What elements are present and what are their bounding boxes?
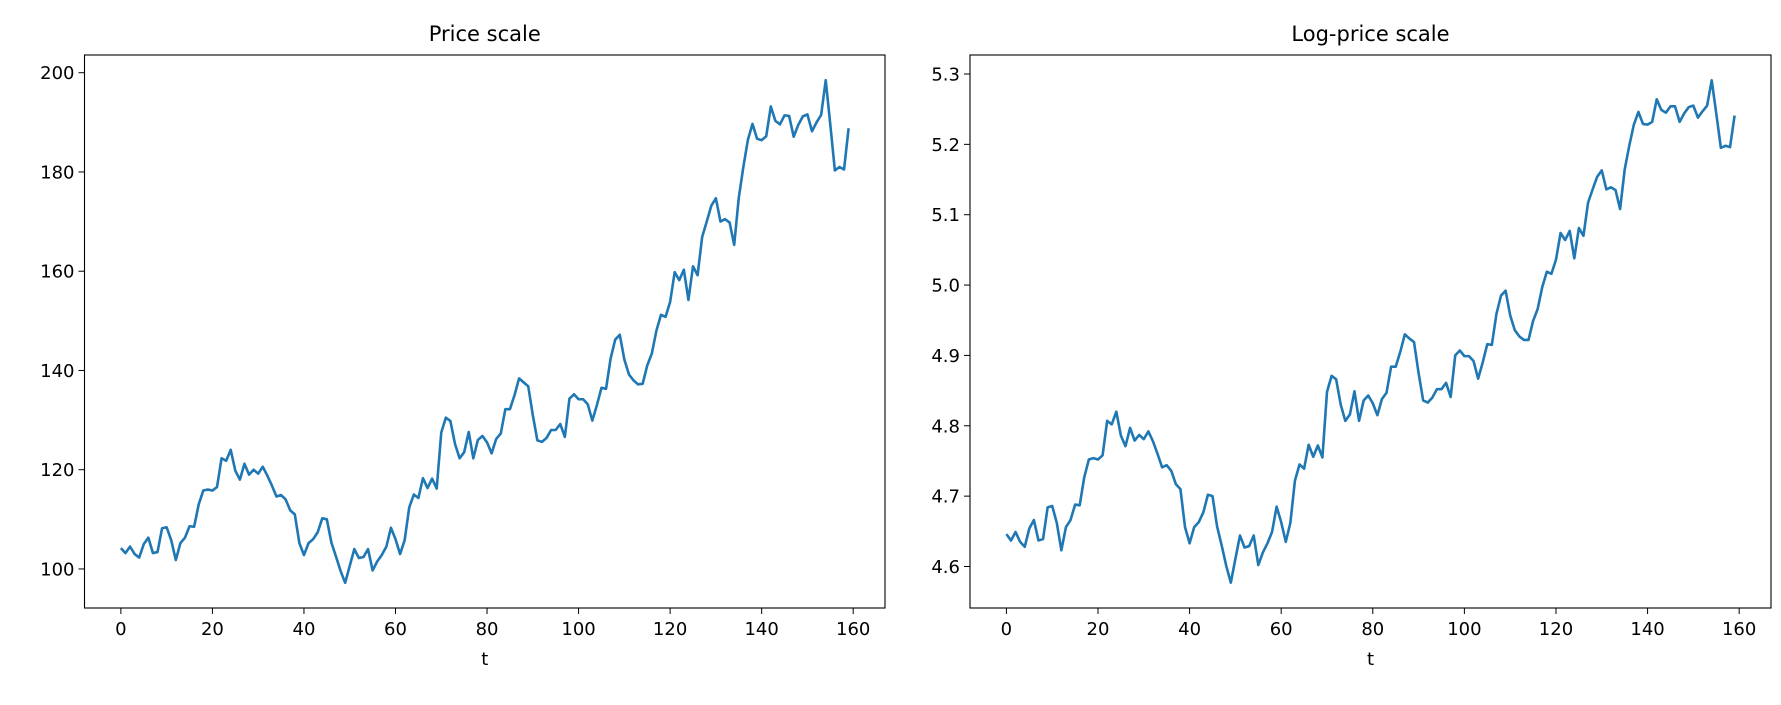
y-tick-label: 5.0: [931, 276, 960, 297]
y-tick-label: 4.6: [931, 557, 960, 578]
x-tick-label: 80: [476, 619, 499, 640]
line: [1005, 79, 1736, 584]
y-tick-label: 160: [40, 262, 74, 283]
x-tick-label: 120: [1539, 619, 1573, 640]
y-tick-label: 140: [40, 361, 74, 382]
x-tick-label: 160: [1722, 619, 1756, 640]
x-tick-label: 40: [293, 619, 316, 640]
chart-title: Log-price scale: [1291, 22, 1449, 46]
x-tick-label: 100: [561, 619, 595, 640]
y-tick-label: 4.8: [931, 416, 960, 437]
x-tick-label: 0: [1001, 619, 1012, 640]
x-tick-label: 20: [1087, 619, 1110, 640]
y-tick-label: 120: [40, 460, 74, 481]
y-tick-label: 5.1: [931, 205, 960, 226]
y-tick-label: 200: [40, 63, 74, 84]
y-tick-label: 4.7: [931, 487, 960, 508]
x-tick-label: 20: [201, 619, 224, 640]
x-axis-label: t: [1367, 649, 1374, 670]
x-tick-label: 60: [384, 619, 407, 640]
x-tick-label: 80: [1361, 619, 1384, 640]
x-tick-label: 100: [1447, 619, 1481, 640]
x-tick-label: 120: [653, 619, 687, 640]
plot-area: [1005, 79, 1736, 584]
axes-frame: [83, 54, 886, 609]
x-tick-label: 140: [744, 619, 778, 640]
x-tick-label: 140: [1630, 619, 1664, 640]
y-tick-label: 180: [40, 162, 74, 183]
plot-area: [119, 78, 850, 585]
chart-title: Price scale: [429, 22, 541, 46]
y-tick-label: 4.9: [931, 346, 960, 367]
y-tick-label: 100: [40, 559, 74, 580]
x-tick-label: 0: [115, 619, 126, 640]
y-tick-label: 5.2: [931, 135, 960, 156]
x-tick-label: 40: [1178, 619, 1201, 640]
x-tick-label: 160: [836, 619, 870, 640]
x-axis-label: t: [481, 649, 488, 670]
x-tick-label: 60: [1270, 619, 1293, 640]
line: [119, 78, 850, 585]
axes-frame: [969, 54, 1772, 609]
y-tick-label: 5.3: [931, 64, 960, 85]
